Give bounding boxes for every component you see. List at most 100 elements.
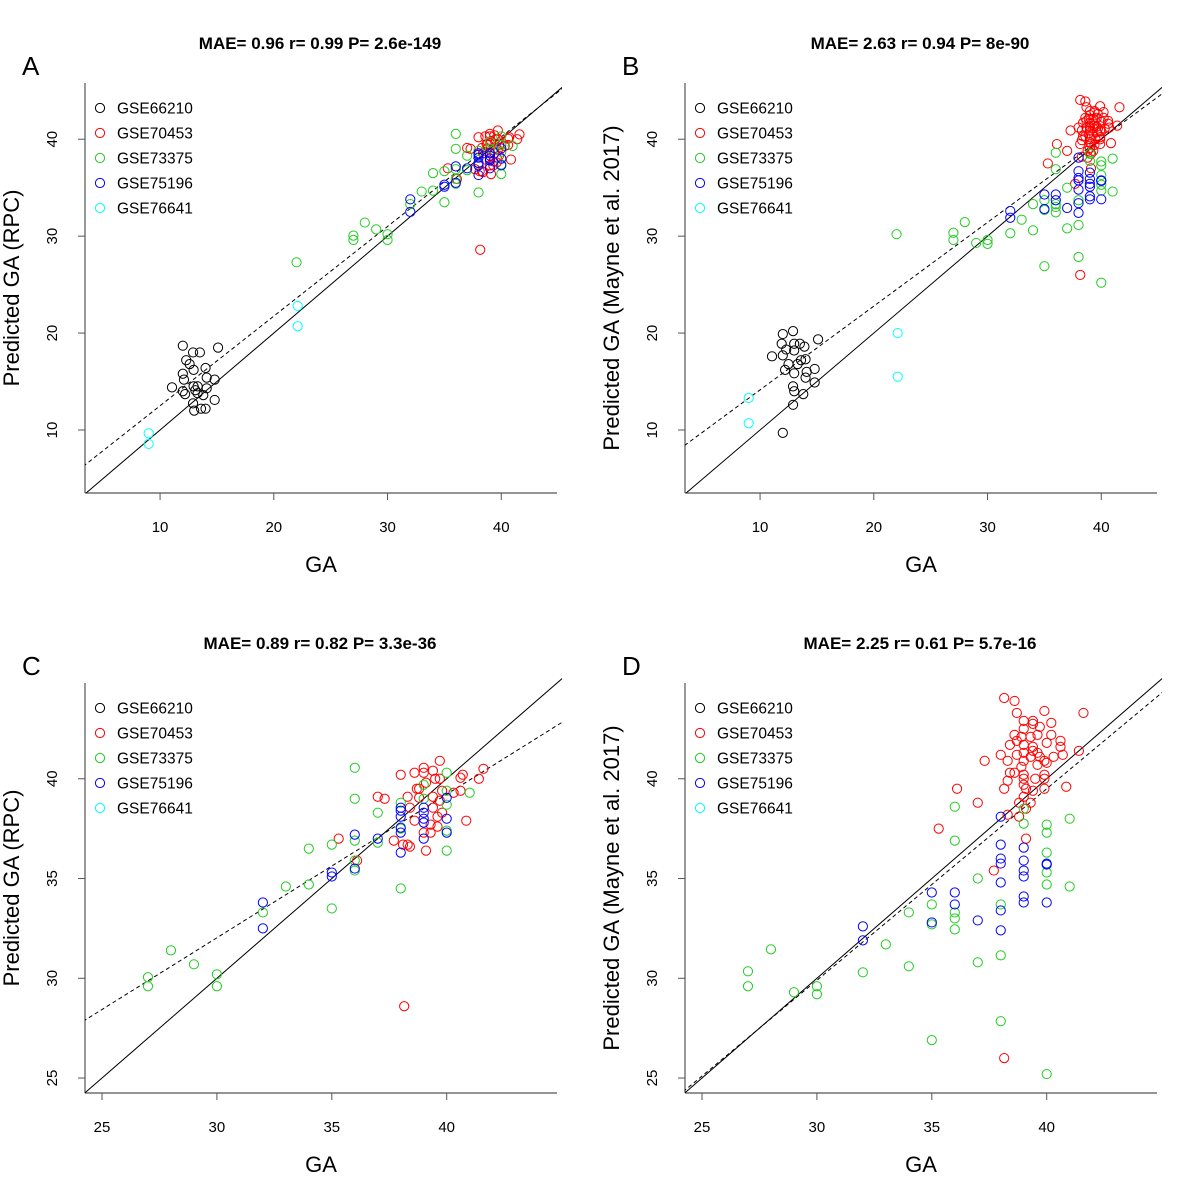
legend-item: GSE73375 — [94, 751, 193, 768]
data-point — [177, 340, 188, 351]
data-point — [880, 939, 891, 950]
data-point — [395, 805, 406, 816]
data-point — [450, 143, 461, 155]
x-tick-label: 20 — [265, 519, 282, 536]
data-point — [434, 773, 445, 784]
data-point — [1041, 897, 1052, 908]
data-point — [903, 961, 914, 972]
data-point — [484, 148, 495, 159]
data-point — [427, 168, 439, 179]
data-point — [857, 921, 868, 932]
data-point — [1005, 212, 1016, 223]
series-GSE75196 — [1005, 152, 1107, 223]
series-GSE70453 — [933, 692, 1089, 1064]
data-point — [1096, 179, 1107, 190]
series-GSE73375 — [142, 762, 475, 992]
data-point — [1039, 203, 1050, 215]
data-point — [948, 227, 959, 238]
data-point — [504, 132, 515, 143]
legend-marker-icon — [94, 102, 106, 114]
data-point — [1062, 145, 1073, 156]
data-point — [1018, 865, 1029, 876]
data-point — [395, 811, 406, 822]
data-point — [496, 146, 507, 157]
data-point — [1002, 809, 1013, 820]
data-point — [1041, 827, 1052, 838]
data-point — [188, 364, 199, 376]
data-point — [359, 217, 370, 228]
data-point — [857, 935, 868, 946]
legend-item: GSE73375 — [694, 151, 793, 168]
data-point — [903, 907, 914, 918]
data-point — [1039, 705, 1050, 717]
panel-letter: D — [622, 651, 641, 681]
panel-a: MAE= 0.96 r= 0.99 P= 2.6e-149 A 10 20 30 40 10… — [0, 34, 562, 577]
data-point — [418, 817, 429, 828]
data-point — [1107, 186, 1118, 197]
data-point — [427, 765, 439, 776]
data-point — [1039, 261, 1050, 272]
data-point — [811, 989, 823, 1000]
data-point — [1018, 871, 1029, 882]
data-point — [1032, 729, 1043, 740]
legend-marker-icon — [694, 802, 706, 814]
x-tick-label: 30 — [209, 1119, 226, 1136]
data-point — [799, 341, 810, 352]
legend-item: GSE66210 — [94, 101, 193, 118]
data-point — [395, 797, 406, 808]
data-point — [812, 334, 824, 345]
data-point — [789, 368, 800, 379]
data-point — [348, 230, 359, 241]
data-point — [397, 839, 409, 850]
data-point — [409, 767, 420, 778]
legend-item: GSE70453 — [94, 126, 193, 143]
data-point — [995, 811, 1006, 822]
data-point — [257, 907, 268, 918]
data-point — [1112, 120, 1123, 131]
data-point — [1027, 718, 1039, 730]
data-point — [475, 244, 486, 255]
legend-item: GSE70453 — [94, 726, 193, 743]
y-tick-label: 30 — [644, 228, 661, 245]
data-point — [926, 917, 937, 928]
data-point — [1002, 755, 1013, 766]
data-point — [1105, 137, 1117, 149]
data-point — [1018, 755, 1029, 766]
y-tick-label: 20 — [44, 325, 61, 342]
data-point — [177, 368, 188, 379]
data-point — [1009, 729, 1020, 740]
data-point — [1062, 202, 1073, 214]
data-point — [1084, 121, 1095, 132]
x-tick-label: 30 — [379, 519, 396, 536]
data-point — [165, 945, 177, 956]
legend-marker-icon — [694, 727, 706, 739]
data-point — [326, 867, 337, 878]
data-point — [1016, 761, 1027, 772]
data-point — [418, 833, 429, 844]
series-GSE75196 — [857, 811, 1052, 946]
data-point — [933, 823, 944, 834]
panel-c: MAE= 0.89 r= 0.82 P= 3.3e-36 C 25 30 35 40 25 3… — [0, 634, 562, 1177]
data-point — [465, 143, 476, 155]
data-point — [200, 362, 211, 374]
data-point — [195, 403, 207, 414]
data-point — [395, 847, 406, 858]
data-point — [425, 819, 436, 830]
plot-area — [685, 86, 1162, 493]
data-point — [1055, 741, 1066, 752]
data-point — [371, 224, 382, 235]
data-point — [1073, 251, 1084, 263]
legend-marker-icon — [94, 702, 106, 714]
data-point — [1025, 731, 1036, 742]
y-tick-label: 30 — [44, 228, 61, 245]
y-tick-label: 40 — [644, 770, 661, 787]
data-point — [1018, 897, 1029, 908]
data-point — [1095, 134, 1106, 145]
data-point — [795, 355, 807, 366]
data-point — [1041, 858, 1052, 869]
data-point — [949, 913, 960, 924]
data-point — [1027, 745, 1039, 756]
data-point — [496, 143, 507, 154]
data-point — [395, 822, 406, 833]
data-point — [507, 140, 518, 152]
